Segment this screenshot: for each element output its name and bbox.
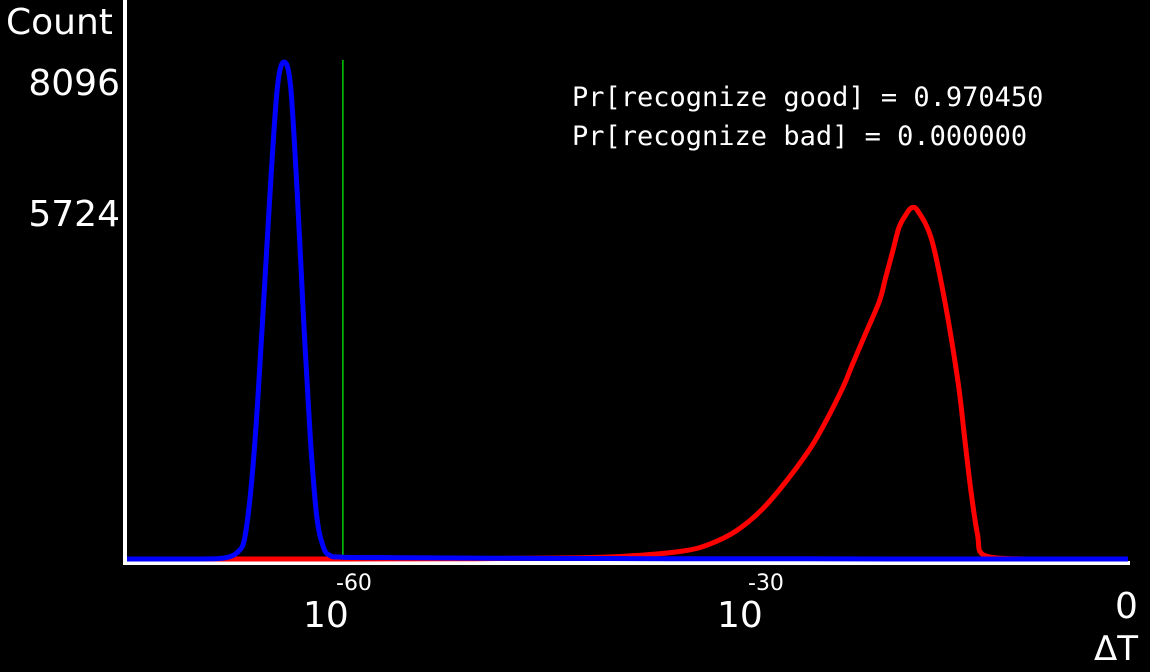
- x-tick-label: 10: [717, 595, 763, 636]
- x-tick-label: 0: [1115, 586, 1138, 627]
- x-tick-exponent: -30: [748, 571, 784, 596]
- series-line-blue: [126, 59, 1128, 562]
- series-line-red: [126, 204, 1128, 562]
- y-axis-label: Count: [6, 2, 113, 43]
- annotation-pr-good: Pr[recognize good] = 0.970450: [572, 82, 1043, 113]
- y-tick-label: 8096: [28, 63, 120, 104]
- x-axis-label: ΔT: [1094, 629, 1138, 669]
- annotation-pr-bad: Pr[recognize bad] = 0.000000: [572, 121, 1027, 152]
- x-tick-exponent: -60: [336, 571, 372, 596]
- y-tick-label: 5724: [28, 194, 120, 235]
- x-tick-label: 10: [303, 595, 349, 636]
